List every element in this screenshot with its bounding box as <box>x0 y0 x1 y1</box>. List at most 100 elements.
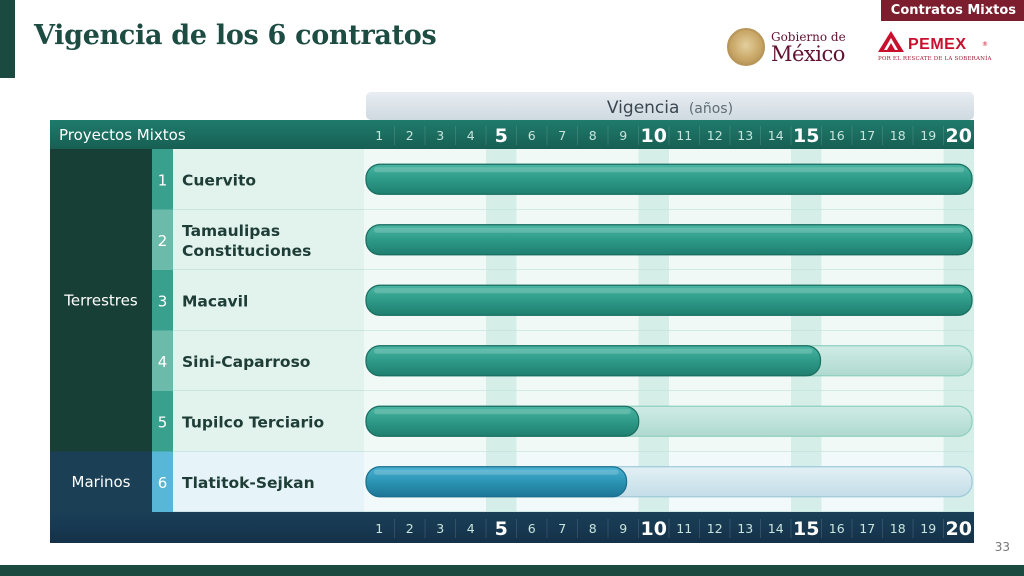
row-name-cell <box>173 270 364 331</box>
header-tick-11: 11 <box>676 128 692 143</box>
header-tick-18: 18 <box>890 128 906 143</box>
row-name: Macavil <box>182 292 248 310</box>
footer-tick-18: 18 <box>890 521 906 536</box>
major-band-10 <box>638 149 669 512</box>
coat-of-arms-icon <box>727 28 765 66</box>
row-name: Sini-Caparroso <box>182 353 310 371</box>
pemex-wordmark: PEMEX <box>908 36 967 53</box>
header-tick-6: 6 <box>528 128 536 143</box>
row-labels: 1 Cuervito 2 Tamaulipas Constituciones 3 Macav… <box>152 149 324 512</box>
row-number: 5 <box>158 413 168 431</box>
footer-tick-2: 2 <box>406 521 414 536</box>
footer-tick-8: 8 <box>589 521 597 536</box>
footer-tick-10: 10 <box>641 518 667 540</box>
header-tick-4: 4 <box>467 128 475 143</box>
header-tick-12: 12 <box>707 128 723 143</box>
group-label: Marinos <box>72 473 131 491</box>
row-number: 4 <box>158 353 168 371</box>
row-number: 2 <box>158 232 168 250</box>
major-tick-bands <box>486 149 974 512</box>
row-number: 1 <box>158 171 168 189</box>
footer-tick-7: 7 <box>558 521 566 536</box>
row-number: 6 <box>158 474 168 492</box>
header-tick-5: 5 <box>495 125 508 147</box>
header-tick-7: 7 <box>558 128 566 143</box>
footer-tick-9: 9 <box>619 521 627 536</box>
bar-highlight <box>374 348 813 354</box>
header-tick-9: 9 <box>619 128 627 143</box>
bar-5 <box>365 405 640 437</box>
bar-highlight <box>374 409 631 415</box>
section-tag: Contratos Mixtos <box>880 0 1024 21</box>
row-name: Tupilco Terciario <box>182 413 324 431</box>
group-label: Terrestres <box>63 291 138 309</box>
footer-tick-11: 11 <box>676 521 692 536</box>
row-number-cell <box>152 451 173 512</box>
bar-3 <box>365 284 973 316</box>
header-tick-16: 16 <box>829 128 845 143</box>
footer-tick-16: 16 <box>829 521 845 536</box>
chart-header-band <box>50 120 974 149</box>
row-number-cell <box>152 270 173 331</box>
header-tick-8: 8 <box>589 128 597 143</box>
group-cell <box>50 149 152 452</box>
row-name-cell <box>173 451 364 512</box>
bar-2 <box>365 224 973 256</box>
header-tick-3: 3 <box>436 128 444 143</box>
row-number-cell <box>152 391 173 452</box>
row-name-cell <box>173 330 364 391</box>
row-name: Cuervito <box>182 171 256 189</box>
footer-tick-12: 12 <box>707 521 723 536</box>
gobierno-logo-line2: México <box>771 42 845 66</box>
footer-tick-17: 17 <box>859 521 875 536</box>
gobierno-de-mexico-logo: Gobierno de México <box>727 26 857 68</box>
footer-tick-3: 3 <box>436 521 444 536</box>
chart-title: Vigencia (años) <box>607 98 733 118</box>
pemex-eagle-icon <box>878 31 904 52</box>
row-number-cell <box>152 209 173 270</box>
footer-tick-1: 1 <box>375 521 383 536</box>
major-band-20 <box>943 149 974 512</box>
row-name-cell <box>173 149 364 210</box>
header-tick-2: 2 <box>406 128 414 143</box>
bar-4 <box>365 345 822 377</box>
footer-tick-19: 19 <box>920 521 936 536</box>
header-tick-1: 1 <box>375 128 383 143</box>
footer-tick-6: 6 <box>528 521 536 536</box>
bar-highlight <box>374 469 619 475</box>
header-tick-13: 13 <box>737 128 753 143</box>
column-header-label: Proyectos Mixtos <box>59 126 186 144</box>
chart-title-tab <box>366 92 974 120</box>
pemex-registered-mark: ® <box>982 41 988 48</box>
left-accent-bar <box>0 0 15 78</box>
row-backgrounds <box>173 149 974 513</box>
slide-title: Vigencia de los 6 contratos <box>34 20 437 51</box>
header-tick-10: 10 <box>641 125 667 147</box>
footer-tick-15: 15 <box>793 518 819 540</box>
row-number-cell <box>152 149 173 210</box>
footer-tick-14: 14 <box>768 521 784 536</box>
footer-x-ticks: 1 2 3 4 5 6 7 8 9 10 11 12 13 14 15 16 17 18 19 20 <box>375 518 972 540</box>
footer-tick-20: 20 <box>946 518 972 540</box>
major-band-15 <box>791 149 822 512</box>
row-number: 3 <box>158 292 168 310</box>
header-tick-19: 19 <box>920 128 936 143</box>
chart-footer-band <box>50 512 974 543</box>
major-band-5 <box>486 149 517 512</box>
gobierno-logo-line1: Gobierno de <box>771 30 846 44</box>
footer-tick-4: 4 <box>467 521 475 536</box>
row-name: Tlatitok-Sejkan <box>182 474 315 492</box>
footer-tick-13: 13 <box>737 521 753 536</box>
bar-6 <box>365 466 628 498</box>
group-cell <box>50 451 152 512</box>
header-tick-14: 14 <box>768 128 784 143</box>
row-name: Constituciones <box>182 242 311 260</box>
slide-number: 33 <box>994 540 1010 554</box>
pemex-tagline: POR EL RESCATE DE LA SOBERANÍA <box>878 56 992 62</box>
header-tick-17: 17 <box>859 128 875 143</box>
row-name-cell <box>173 209 364 270</box>
bar-highlight <box>374 227 964 233</box>
bar-1 <box>365 163 973 195</box>
header-tick-15: 15 <box>793 125 819 147</box>
